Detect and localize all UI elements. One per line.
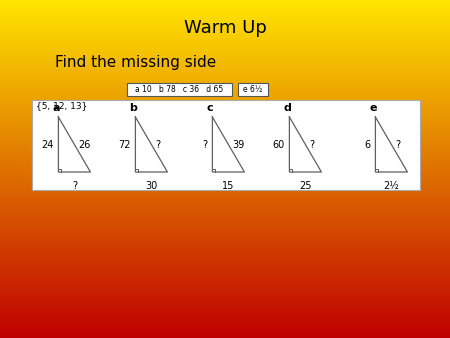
Text: c: c bbox=[207, 103, 213, 113]
Text: ?: ? bbox=[72, 181, 77, 191]
Text: 15: 15 bbox=[222, 181, 234, 191]
Text: 39: 39 bbox=[232, 140, 245, 149]
Text: {5, 12, 13}: {5, 12, 13} bbox=[36, 101, 87, 111]
Text: b: b bbox=[130, 103, 137, 113]
Text: Find the missing side: Find the missing side bbox=[55, 55, 216, 71]
Text: e: e bbox=[369, 103, 377, 113]
Text: a: a bbox=[52, 103, 60, 113]
Text: 25: 25 bbox=[299, 181, 312, 191]
Text: d: d bbox=[284, 103, 291, 113]
Text: 30: 30 bbox=[145, 181, 157, 191]
Text: ?: ? bbox=[396, 140, 400, 149]
Text: ?: ? bbox=[155, 140, 161, 149]
Text: a 10   b 78   c 36   d 65: a 10 b 78 c 36 d 65 bbox=[135, 85, 224, 94]
Text: Warm Up: Warm Up bbox=[184, 19, 266, 37]
Text: 26: 26 bbox=[78, 140, 91, 149]
Text: 72: 72 bbox=[118, 140, 130, 149]
Text: ?: ? bbox=[310, 140, 315, 149]
Bar bbox=[127, 83, 232, 96]
Text: ?: ? bbox=[202, 140, 207, 149]
Text: 24: 24 bbox=[41, 140, 54, 149]
Bar bbox=[238, 83, 268, 96]
Text: 60: 60 bbox=[272, 140, 284, 149]
Text: 6: 6 bbox=[364, 140, 370, 149]
Text: e 6½: e 6½ bbox=[243, 85, 263, 94]
Text: 2½: 2½ bbox=[383, 181, 399, 191]
Bar bbox=[32, 100, 420, 190]
